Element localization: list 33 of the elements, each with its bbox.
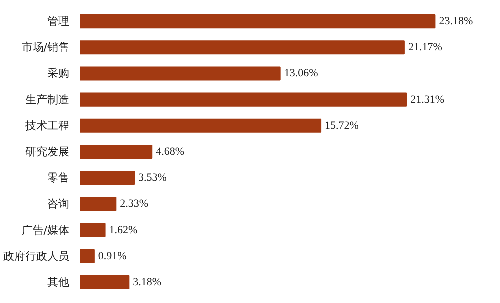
y-tick-label: 研究发展 <box>26 146 70 158</box>
data-label: 3.18% <box>133 276 162 288</box>
bar <box>80 223 106 238</box>
data-label: 1.62% <box>109 224 138 236</box>
data-label: 23.18% <box>439 16 474 28</box>
y-tick-label: 技术工程 <box>24 119 70 132</box>
y-tick-label: 政府行政人员 <box>4 250 70 263</box>
data-label: 21.31% <box>410 94 445 106</box>
y-tick-label: 采购 <box>48 67 70 80</box>
bar <box>80 66 281 81</box>
data-label: 21.17% <box>408 42 442 54</box>
y-tick-label: 广告/媒体 <box>22 224 70 237</box>
y-tick-label: 零售 <box>48 172 70 185</box>
bar <box>80 197 117 212</box>
data-label: 2.33% <box>120 198 149 210</box>
bar <box>80 40 405 55</box>
data-label: 13.06% <box>284 68 318 80</box>
bar <box>80 275 130 290</box>
data-label: 4.68% <box>156 146 185 158</box>
bar <box>80 171 136 186</box>
y-tick-label: 管理 <box>48 15 70 28</box>
bar <box>80 249 95 264</box>
data-label: 0.91% <box>98 250 127 262</box>
bar <box>80 14 436 29</box>
bar <box>80 118 322 133</box>
y-tick-label: 咨询 <box>48 198 70 211</box>
data-label: 15.72% <box>325 120 359 132</box>
y-tick-label: 其他 <box>48 276 70 289</box>
bar <box>80 144 153 160</box>
y-tick-label: 生产制造 <box>26 93 70 106</box>
bar <box>80 92 408 107</box>
y-tick-label: 市场/销售 <box>22 41 70 54</box>
data-label: 3.53% <box>138 172 167 184</box>
